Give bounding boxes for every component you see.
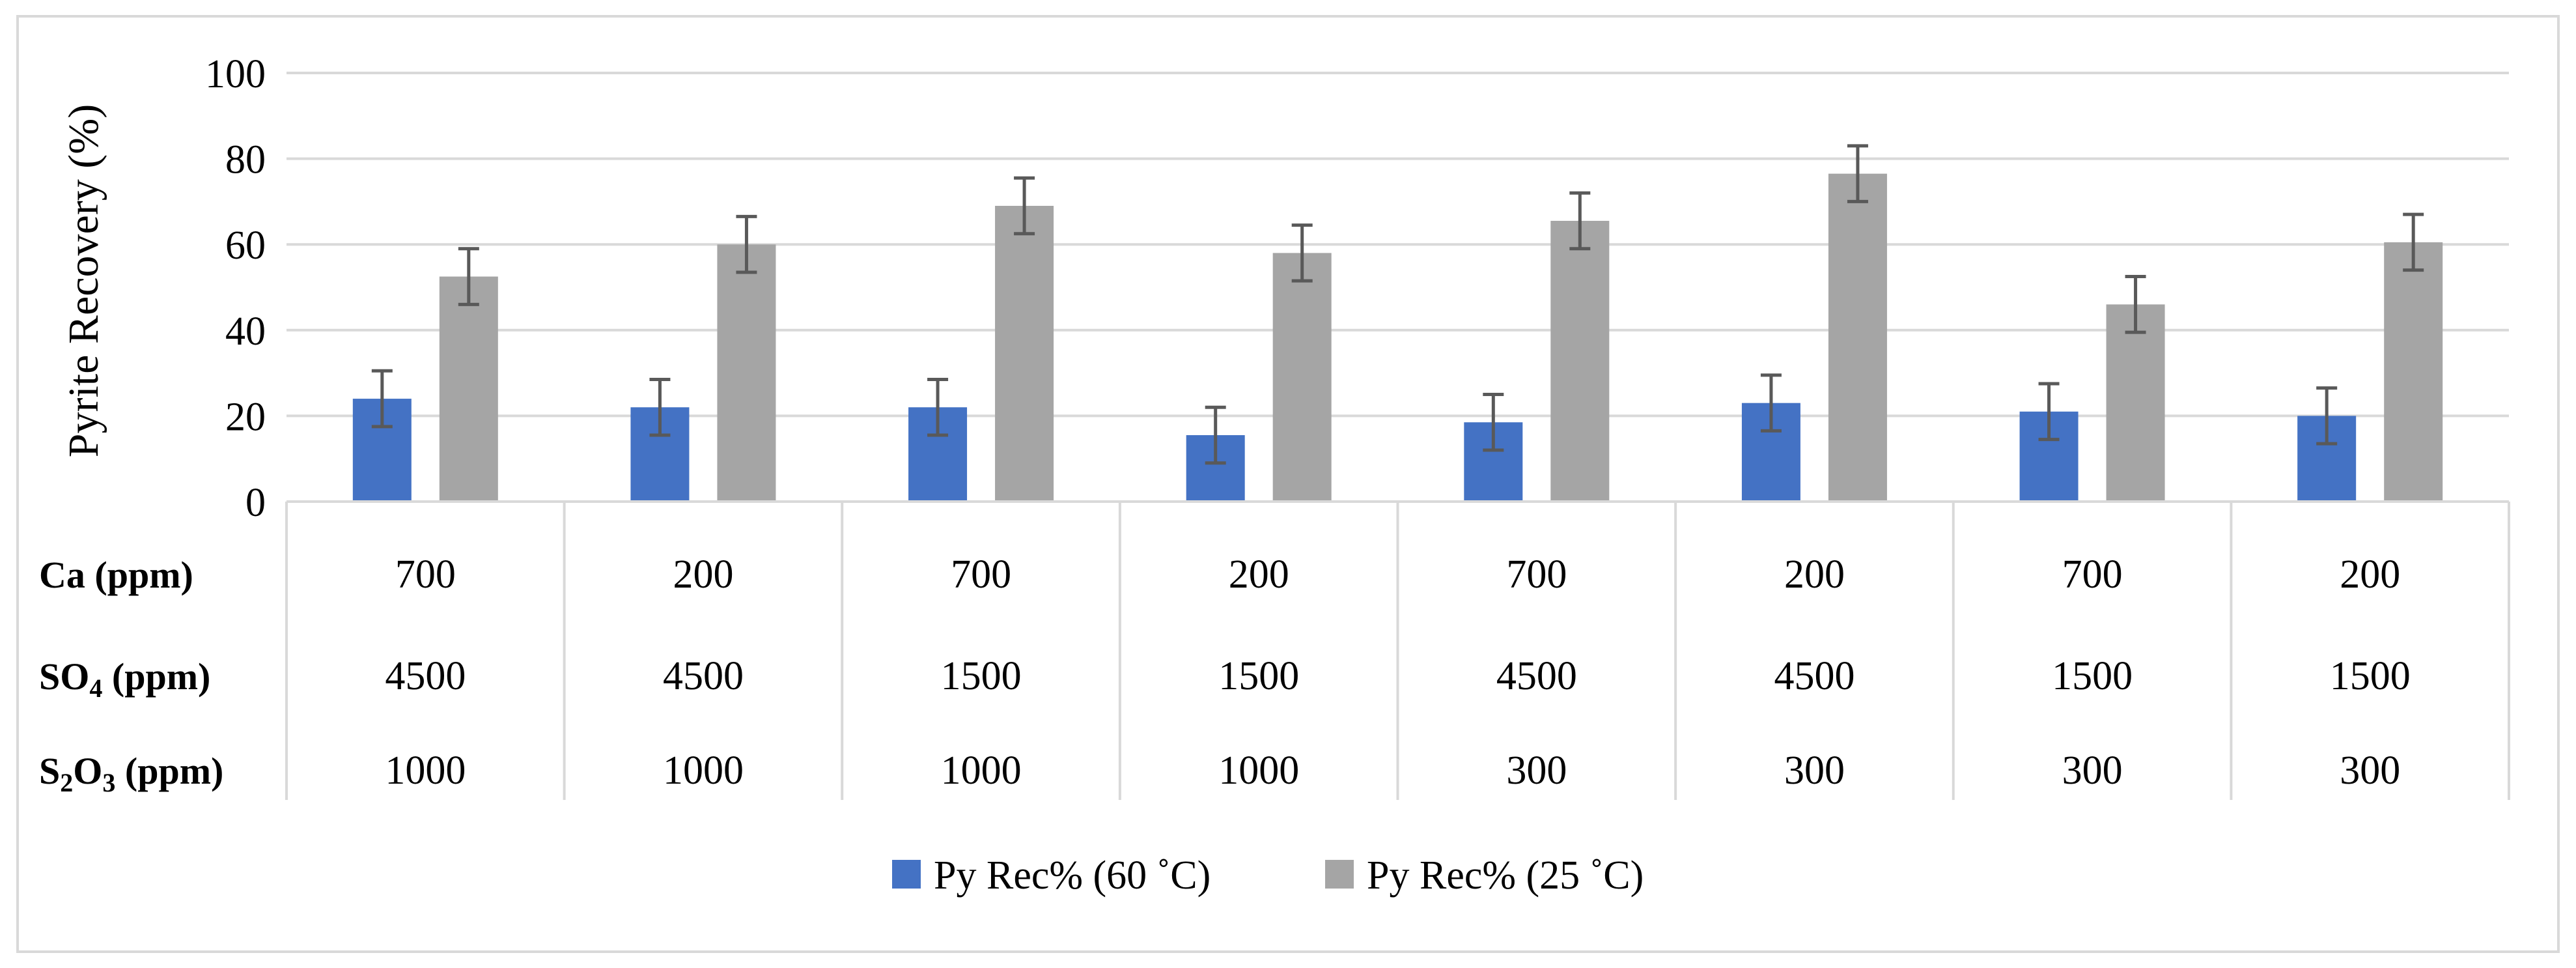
y-tick-label: 40 xyxy=(225,309,266,354)
factor-value: 200 xyxy=(1229,552,1289,597)
factor-value: 700 xyxy=(395,552,456,597)
factor-value: 700 xyxy=(951,552,1011,597)
factor-value: 300 xyxy=(2062,748,2123,793)
factor-row-label: SO4 (ppm) xyxy=(39,655,210,703)
bar-2 xyxy=(2106,304,2165,502)
legend-label-1: Py Rec% (60 ˚C) xyxy=(934,853,1211,898)
factor-value: 1000 xyxy=(385,748,466,793)
factor-value: 200 xyxy=(673,552,733,597)
factor-value: 300 xyxy=(1784,748,1845,793)
label-text: (ppm) xyxy=(115,750,223,792)
subscript: 2 xyxy=(60,768,73,797)
factor-row-label: Ca (ppm) xyxy=(39,554,193,596)
legend-label-2: Py Rec% (25 ˚C) xyxy=(1367,853,1644,898)
bar-2 xyxy=(1550,221,1610,502)
label-text: SO xyxy=(39,655,89,698)
y-tick-label: 0 xyxy=(245,481,266,525)
factor-value: 300 xyxy=(2340,748,2400,793)
factor-value: 300 xyxy=(1506,748,1567,793)
label-text: (ppm) xyxy=(102,655,210,698)
factor-value: 1500 xyxy=(2330,654,2411,698)
label-text: S xyxy=(39,750,60,792)
factor-value: 1500 xyxy=(1218,654,1299,698)
bar-2 xyxy=(439,276,498,502)
factor-value: 1000 xyxy=(663,748,744,793)
y-tick-label: 60 xyxy=(225,223,266,268)
y-axis-title: Pyrite Recovery (%) xyxy=(60,104,107,457)
bar-2 xyxy=(1828,173,1887,502)
bar-2 xyxy=(717,244,776,502)
y-tick-label: 80 xyxy=(225,138,266,182)
factor-value: 700 xyxy=(2062,552,2123,597)
label-text: O xyxy=(73,750,102,792)
subscript: 4 xyxy=(89,674,102,703)
factor-value: 1000 xyxy=(941,748,1022,793)
bar-2 xyxy=(995,205,1054,502)
bar-2 xyxy=(1272,253,1332,502)
factor-value: 1500 xyxy=(2052,654,2133,698)
y-tick-label: 100 xyxy=(205,52,266,96)
y-tick-label: 20 xyxy=(225,395,266,439)
factor-value: 4500 xyxy=(385,654,466,698)
factor-value: 1500 xyxy=(941,654,1022,698)
factor-value: 4500 xyxy=(1496,654,1577,698)
factor-value: 200 xyxy=(1784,552,1845,597)
legend-swatch-2 xyxy=(1325,860,1354,889)
factor-row-label: S2O3 (ppm) xyxy=(39,750,223,797)
factor-value: 700 xyxy=(1506,552,1567,597)
subscript: 3 xyxy=(102,768,115,797)
factor-value: 4500 xyxy=(1774,654,1855,698)
factor-value: 200 xyxy=(2340,552,2400,597)
factor-value: 1000 xyxy=(1218,748,1299,793)
label-text: Ca (ppm) xyxy=(39,554,193,596)
bar-2 xyxy=(2384,242,2443,502)
legend-swatch-1 xyxy=(892,860,921,889)
factor-value: 4500 xyxy=(663,654,744,698)
